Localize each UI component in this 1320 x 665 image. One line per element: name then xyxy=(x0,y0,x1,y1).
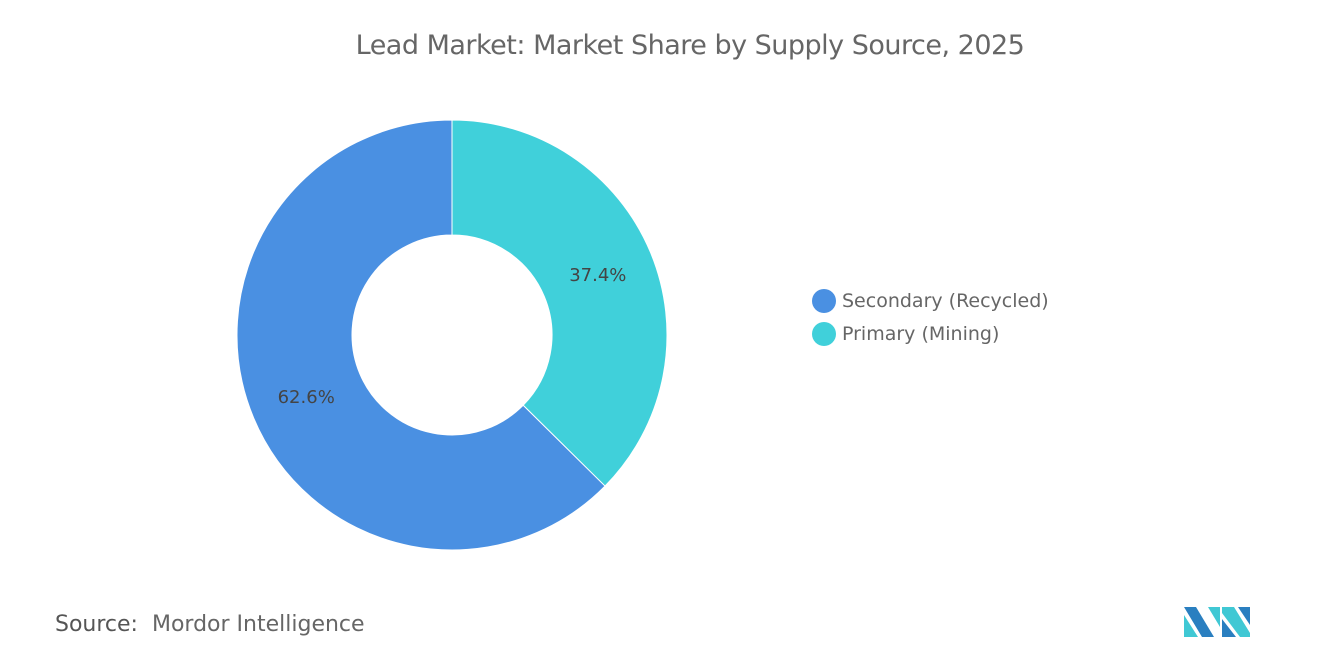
legend-swatch xyxy=(812,321,836,346)
source-label: Source: xyxy=(55,612,138,637)
mordor-logo-icon xyxy=(1184,607,1250,637)
legend: Secondary (Recycled) Primary (Mining) xyxy=(812,284,1049,350)
legend-item-primary: Primary (Mining) xyxy=(812,317,1049,350)
data-label: 62.6% xyxy=(278,387,335,408)
legend-item-secondary: Secondary (Recycled) xyxy=(812,284,1049,317)
donut-slice-primary xyxy=(451,119,668,487)
donut-chart: 37.4% 62.6% xyxy=(236,119,668,551)
legend-label: Secondary (Recycled) xyxy=(842,289,1049,312)
source-value: Mordor Intelligence xyxy=(151,612,365,637)
legend-label: Primary (Mining) xyxy=(842,322,1000,345)
donut-slice-secondary xyxy=(236,119,606,551)
data-label: 37.4% xyxy=(569,265,626,286)
source-note: Source: Mordor Intelligence xyxy=(55,612,365,637)
chart-title: Lead Market: Market Share by Supply Sour… xyxy=(355,30,1025,61)
legend-swatch xyxy=(812,288,836,313)
